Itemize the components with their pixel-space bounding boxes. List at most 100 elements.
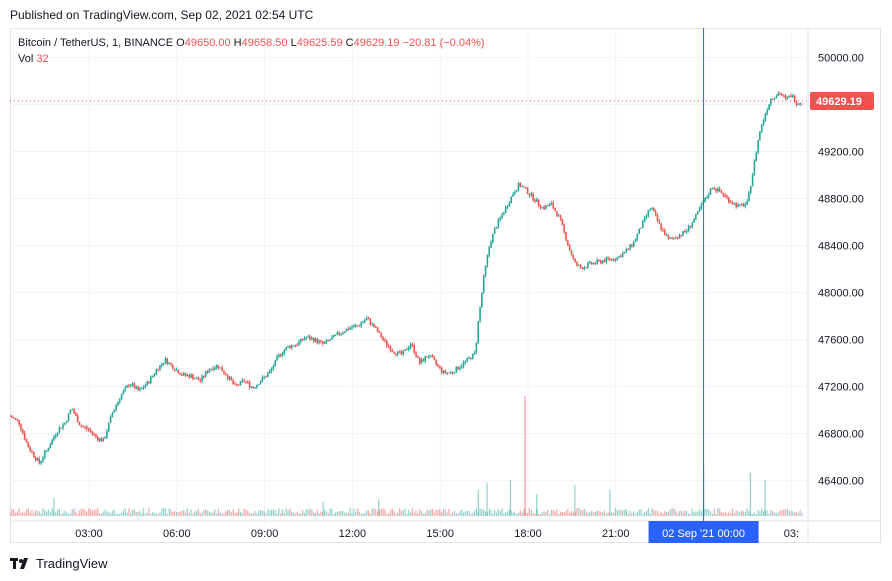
volume-bar [102, 511, 104, 516]
volume-bar [556, 509, 558, 516]
candle-body [420, 359, 423, 364]
candle-body [400, 351, 403, 355]
volume-bar [345, 512, 348, 516]
volume-bar [272, 509, 274, 516]
candle-body [331, 337, 333, 340]
candle-body [696, 211, 699, 215]
volume-bar [203, 509, 205, 516]
candle-body [713, 188, 715, 190]
symbol-title[interactable]: Bitcoin / TetherUS, 1, BINANCE [18, 37, 174, 49]
candle-body [301, 338, 304, 340]
volume-label[interactable]: Vol [18, 53, 34, 65]
volume-bar [704, 508, 706, 516]
candle-body [417, 356, 419, 358]
candle-body [642, 220, 644, 228]
volume-bar [698, 509, 701, 516]
volume-bar [303, 512, 306, 516]
volume-bar [322, 501, 324, 516]
candle-body [155, 369, 158, 375]
candle-body [501, 214, 503, 218]
volume-bar [536, 494, 538, 516]
volume-bar [433, 512, 435, 516]
volume-bar [289, 508, 291, 516]
candle-body [636, 233, 639, 240]
candle-body [711, 188, 714, 190]
x-tick-label: 18:00 [514, 528, 542, 540]
candle-body [418, 357, 421, 364]
volume-bar [108, 511, 110, 516]
candle-body [219, 367, 222, 369]
candle-body [625, 249, 628, 252]
candle-body [387, 345, 390, 347]
volume-bar [119, 513, 121, 516]
candle-body [175, 369, 178, 371]
candle-body [442, 370, 445, 373]
volume-bar [300, 513, 302, 516]
volume-bar [642, 513, 644, 516]
volume-bar [378, 499, 380, 516]
volume-bar [386, 513, 388, 516]
volume-bar [759, 511, 761, 516]
volume-bar [122, 510, 125, 516]
candle-body [267, 373, 269, 377]
volume-bar [230, 512, 232, 516]
candle-body [193, 378, 196, 380]
volume-bar [666, 512, 668, 516]
volume-bar [58, 509, 60, 516]
candle-body [140, 388, 143, 390]
candle-body [342, 332, 344, 334]
volume-bar [614, 508, 617, 516]
volume-bar [525, 512, 527, 516]
volume-bar [366, 510, 368, 516]
footer-brand[interactable]: TradingView [10, 556, 108, 571]
volume-bar [14, 512, 17, 516]
volume-bar [382, 508, 384, 516]
candle-body [102, 438, 105, 442]
volume-bar [18, 508, 20, 516]
candle-body [144, 385, 147, 388]
volume-bar [797, 513, 799, 516]
candle-body [294, 345, 297, 347]
volume-bar [133, 509, 135, 516]
candle-body [669, 237, 672, 239]
volume-bar [356, 508, 359, 516]
candle-body [535, 199, 538, 202]
candlestick-chart[interactable]: 50000.0049600.0049200.0048800.0048400.00… [10, 28, 881, 543]
candle-body [632, 241, 635, 247]
chart-frame[interactable] [10, 28, 881, 543]
candle-body [762, 119, 765, 125]
candle-body [757, 140, 759, 153]
close-value: 49629.19 [353, 37, 400, 49]
candle-body [439, 365, 441, 368]
volume-bar [42, 508, 44, 516]
candle-body [217, 365, 220, 368]
volume-bar [620, 510, 622, 516]
volume-bar [208, 511, 210, 516]
volume-bar [349, 508, 351, 516]
volume-bar [539, 513, 542, 516]
volume-bar [51, 508, 53, 516]
candle-body [413, 345, 416, 353]
volume-bar [408, 509, 410, 516]
volume-bar [687, 513, 690, 516]
candle-body [431, 355, 434, 358]
candle-body [605, 257, 608, 262]
candle-body [581, 267, 584, 270]
candle-body [629, 244, 631, 250]
candle-body [32, 452, 35, 458]
volume-bar [261, 510, 264, 516]
candle-body [748, 192, 750, 202]
volume-bar [333, 513, 335, 516]
volume-bar [629, 510, 631, 516]
volume-bar [141, 513, 143, 516]
candle-body [278, 354, 280, 357]
candle-body [497, 219, 500, 228]
volume-bar [441, 512, 443, 516]
volume-bar [479, 508, 481, 516]
candle-body [519, 183, 522, 187]
volume-bar [172, 512, 174, 516]
candle-body [338, 332, 341, 335]
candle-body [682, 231, 684, 236]
volume-bar [537, 513, 540, 516]
volume-bar [794, 512, 796, 516]
